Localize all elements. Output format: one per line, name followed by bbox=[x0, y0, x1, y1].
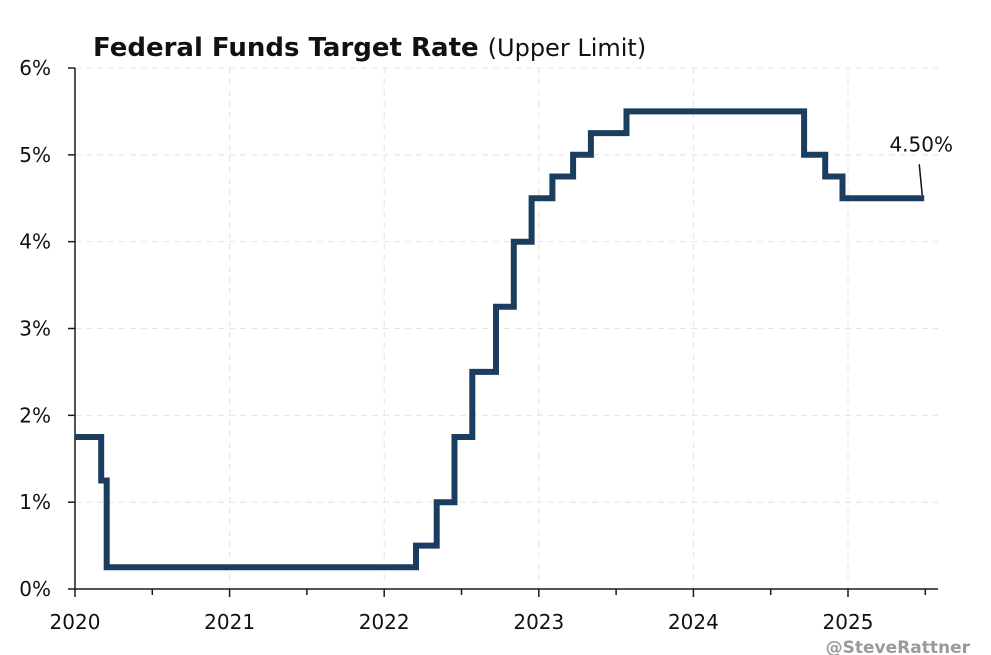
x-tick-label: 2022 bbox=[359, 610, 410, 634]
series-layer bbox=[75, 108, 925, 571]
axis-layer: 0% 1% 2% 3% 4% 5% 6% 2020 2021 2022 2023 2024 2025 bbox=[19, 56, 938, 634]
y-tick-label: 2% bbox=[19, 403, 51, 427]
x-tick-label: 2024 bbox=[668, 610, 719, 634]
x-tick-label: 2025 bbox=[823, 610, 874, 634]
y-tick-label: 5% bbox=[19, 143, 51, 167]
y-tick-label: 6% bbox=[19, 56, 51, 80]
annotation-leader-line bbox=[918, 164, 923, 196]
y-tick-label: 3% bbox=[19, 317, 51, 341]
x-tick-label: 2020 bbox=[50, 610, 101, 634]
x-tick-label: 2023 bbox=[513, 610, 564, 634]
x-tick-label: 2021 bbox=[204, 610, 255, 634]
rate-step-line bbox=[75, 108, 925, 571]
annotation-layer: 4.50% bbox=[889, 132, 953, 196]
watermark: @SteveRattner bbox=[826, 638, 971, 655]
y-tick-label: 4% bbox=[19, 230, 51, 254]
annotation-label: 4.50% bbox=[889, 132, 953, 156]
chart-title: Federal Funds Target Rate (Upper Limit) bbox=[93, 33, 646, 63]
chart-title-main: Federal Funds Target Rate bbox=[93, 33, 479, 63]
grid-layer bbox=[75, 67, 938, 589]
y-tick-label: 0% bbox=[19, 577, 51, 601]
chart-title-subtitle: (Upper Limit) bbox=[488, 34, 647, 62]
y-tick-label: 1% bbox=[19, 490, 51, 514]
